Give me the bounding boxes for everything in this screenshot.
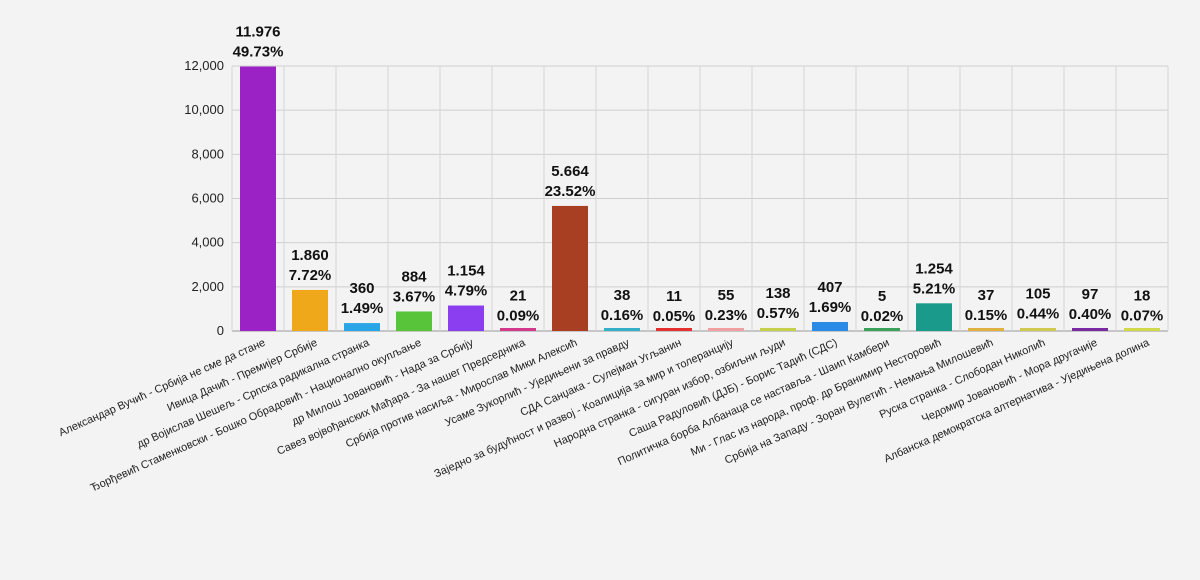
bar-percent-label: 7.72% — [289, 267, 332, 284]
bar — [968, 328, 1004, 331]
bar — [500, 328, 536, 331]
y-tick-label: 2,000 — [191, 279, 224, 294]
bar — [916, 303, 952, 331]
bar-percent-label: 49.73% — [233, 44, 284, 61]
bar-value-label: 97 — [1082, 286, 1099, 303]
bar-value-label: 38 — [614, 287, 631, 304]
y-tick-label: 10,000 — [184, 102, 224, 117]
bar-value-label: 884 — [401, 268, 427, 285]
bar-value-label: 55 — [718, 287, 735, 304]
bar — [240, 66, 276, 331]
bar — [812, 322, 848, 331]
bar — [708, 328, 744, 331]
bar-value-label: 11 — [666, 288, 682, 305]
bar-percent-label: 3.67% — [393, 288, 436, 305]
bar-value-label: 18 — [1134, 288, 1151, 305]
bar — [292, 289, 328, 331]
bar-percent-label: 1.69% — [809, 299, 852, 316]
bar-percent-label: 0.09% — [497, 308, 540, 325]
bar-value-label: 360 — [349, 280, 374, 297]
bar-percent-label: 1.49% — [341, 300, 384, 317]
bar — [344, 323, 380, 331]
bar-value-label: 11.976 — [235, 24, 280, 41]
bar-value-label: 407 — [817, 279, 842, 296]
bar-percent-label: 0.05% — [653, 308, 696, 325]
x-axis-labels: Александар Вучић - Србија не сме да стан… — [57, 336, 1152, 494]
y-tick-label: 4,000 — [191, 235, 224, 250]
bar-percent-label: 0.16% — [601, 307, 644, 324]
bar-percent-label: 23.52% — [545, 183, 596, 200]
bar-value-label: 138 — [765, 285, 790, 302]
y-tick-label: 12,000 — [184, 58, 224, 73]
bar-percent-label: 0.40% — [1069, 306, 1112, 323]
y-axis: 0 2,000 4,000 6,000 8,000 10,000 12,000 — [184, 58, 224, 338]
bar-percent-label: 0.02% — [861, 308, 904, 325]
data-labels: 11.976 49.73% 1.860 7.72% 360 1.49% 884 3.67% 1.… — [233, 24, 1164, 325]
bar-value-label: 1.860 — [291, 247, 329, 264]
y-tick-label: 6,000 — [191, 191, 224, 206]
y-tick-label: 8,000 — [191, 146, 224, 161]
bar-value-label: 5 — [878, 288, 886, 305]
bar-percent-label: 5.21% — [913, 280, 956, 297]
bar-value-label: 1.154 — [447, 263, 485, 280]
bar — [864, 328, 900, 331]
bar — [552, 205, 588, 331]
bar — [396, 311, 432, 331]
bar-value-label: 1.254 — [915, 260, 953, 277]
bar — [1072, 328, 1108, 331]
bars — [240, 66, 1160, 331]
y-tick-label: 0 — [217, 323, 224, 338]
bar — [760, 327, 796, 331]
bar-percent-label: 4.79% — [445, 283, 488, 300]
bar — [1020, 328, 1056, 331]
bar-value-label: 5.664 — [551, 163, 589, 180]
bar-percent-label: 0.44% — [1017, 306, 1060, 323]
bar — [1124, 328, 1160, 331]
bar-percent-label: 0.15% — [965, 307, 1008, 324]
bar-value-label: 105 — [1025, 286, 1050, 303]
bar — [656, 328, 692, 331]
bar — [604, 328, 640, 331]
bar-percent-label: 0.57% — [757, 305, 800, 322]
bar-value-label: 37 — [978, 287, 995, 304]
bar-percent-label: 0.23% — [705, 307, 748, 324]
grid-layer — [231, 65, 1169, 332]
bar-value-label: 21 — [510, 288, 527, 305]
bar-percent-label: 0.07% — [1121, 308, 1164, 325]
bar — [448, 305, 484, 331]
